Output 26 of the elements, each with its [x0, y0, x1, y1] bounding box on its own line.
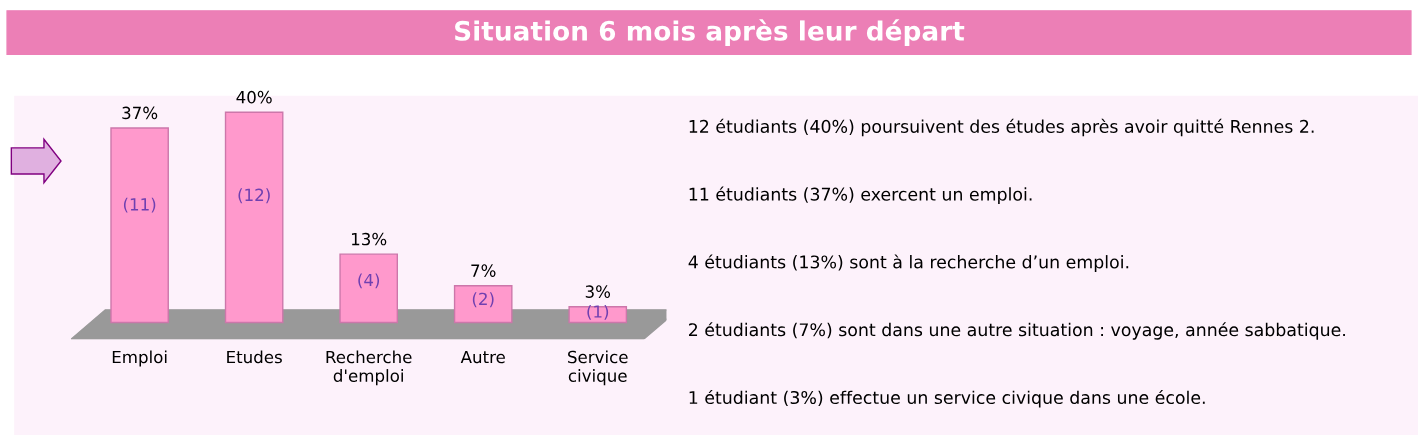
text: 11 étudiants (37%) exercent un emploi.	[689, 186, 1032, 205]
bar	[339, 253, 399, 324]
text: 2 étudiants (7%) sont dans une autre situation : voyage, année sabbatique.	[689, 322, 1345, 340]
annotation: (1)	[587, 304, 609, 320]
text: 12 étudiants (40%) poursuivent des études après avoir quitté Rennes 2.	[689, 118, 1314, 137]
data-label: 40%	[236, 90, 272, 104]
x-tick-label: Emploi	[112, 350, 167, 367]
bar	[224, 111, 284, 324]
annotation: (11)	[123, 197, 156, 213]
bar	[453, 284, 513, 324]
text: 4 étudiants (13%) sont à la recherche d’un emploi.	[688, 254, 1129, 272]
x-tick-label: Etudes	[227, 350, 282, 364]
text: 1 étudiant (3%) effectue un service civique dans une école.	[689, 389, 1205, 408]
data-label: 7%	[471, 264, 496, 277]
x-tick-label: Autre	[460, 350, 505, 364]
data-label: 3%	[585, 285, 611, 298]
x-tick-label: Recherche d'emploi	[326, 350, 412, 386]
bar	[110, 127, 169, 324]
data-label: 13%	[351, 232, 387, 246]
annotation: (12)	[238, 188, 270, 204]
annotation: (2)	[472, 292, 494, 308]
bar	[568, 306, 628, 324]
data-label: 37%	[122, 106, 158, 120]
annotation: (4)	[358, 273, 380, 289]
x-tick-label: Service civique	[568, 350, 628, 386]
chart-title: Situation 6 mois après leur départ	[455, 19, 965, 46]
